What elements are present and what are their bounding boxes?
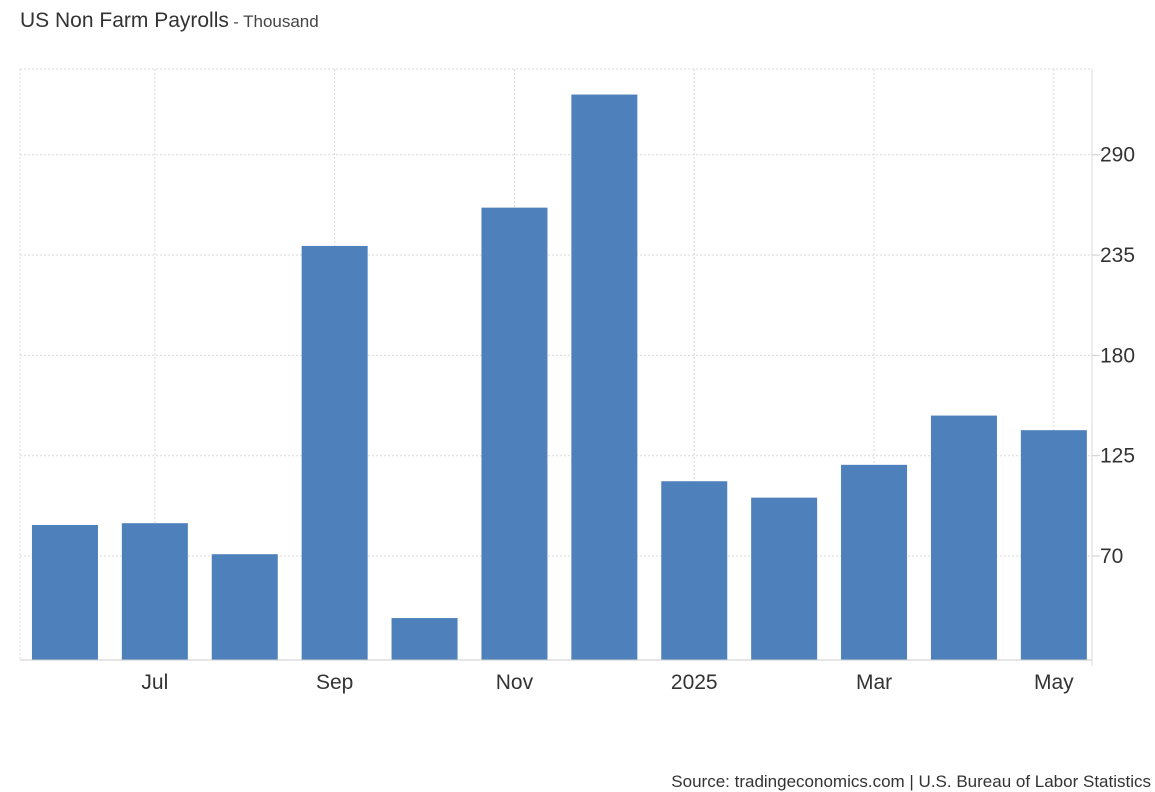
title-separator: - <box>228 14 244 31</box>
x-tick-label: Mar <box>856 671 892 694</box>
bar <box>1020 430 1087 660</box>
x-tick-label: May <box>1034 671 1074 694</box>
bar <box>751 497 818 660</box>
bar <box>661 481 728 660</box>
source-note: Source: tradingeconomics.com | U.S. Bure… <box>671 772 1151 791</box>
bar <box>481 207 548 660</box>
chart-title-row: US Non Farm Payrolls - Thousand <box>20 9 319 33</box>
y-tick-label: 235 <box>1100 244 1135 267</box>
y-tick-label: 70 <box>1100 545 1123 568</box>
x-tick-label: Jul <box>141 671 168 694</box>
bar <box>31 525 98 660</box>
bar <box>301 245 368 660</box>
bar <box>571 94 638 660</box>
x-tick-label: Nov <box>496 671 534 694</box>
y-tick-label: 125 <box>1100 445 1135 468</box>
bar <box>930 415 997 660</box>
chart-plot: 70 125 180 235 290 Jul Sep Nov 2025 Mar May <box>19 68 1135 694</box>
x-tick-label: Sep <box>316 671 353 694</box>
bar <box>211 554 278 660</box>
bar <box>841 464 908 660</box>
bar <box>121 523 188 660</box>
y-tick-label: 290 <box>1100 144 1135 167</box>
bar <box>391 618 458 660</box>
chart-title: US Non Farm Payrolls <box>20 9 229 32</box>
y-tick-label: 180 <box>1100 344 1135 367</box>
chart-unit: Thousand <box>243 12 319 31</box>
x-tick-label: 2025 <box>671 671 718 694</box>
